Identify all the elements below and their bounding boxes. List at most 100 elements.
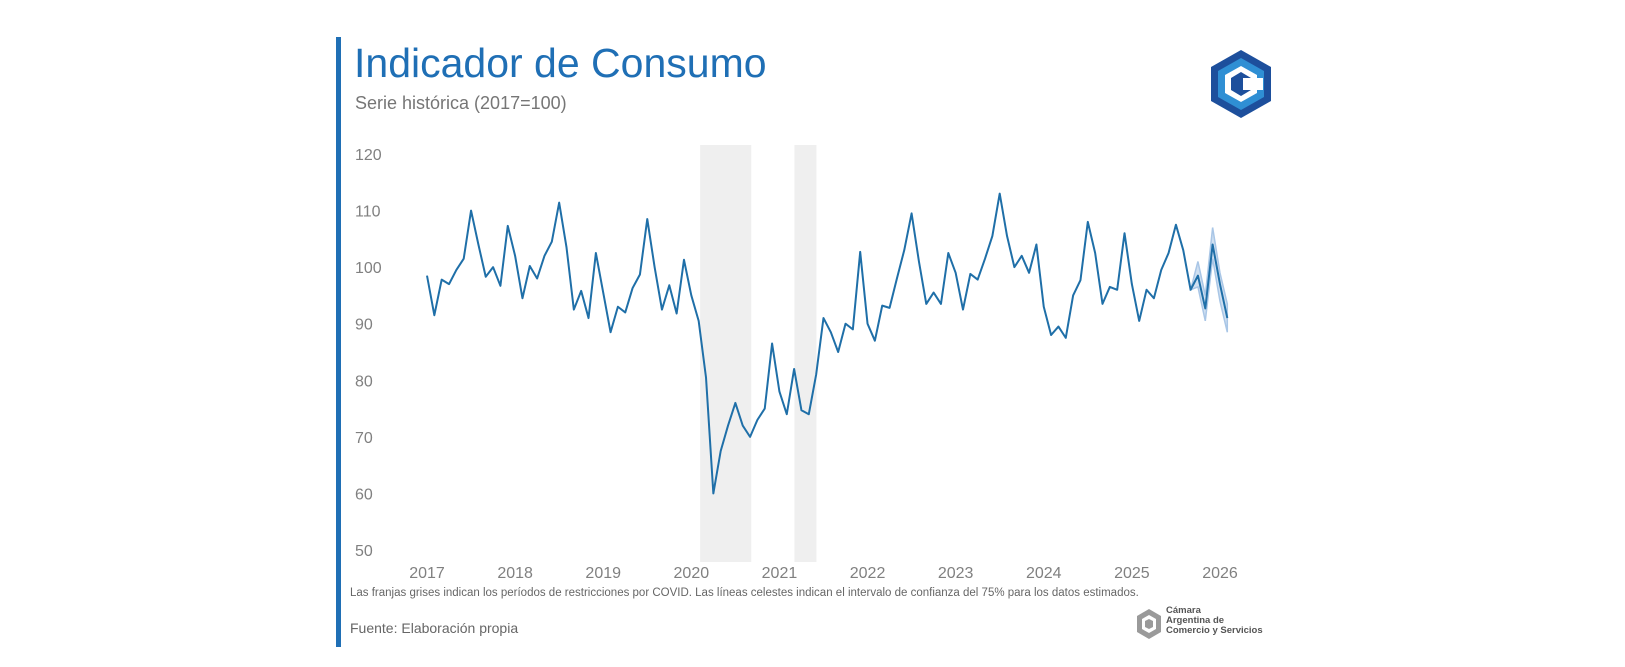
data-point [1050,334,1052,336]
series-line-consumo [426,192,1229,495]
data-point [837,351,839,353]
data-point [1079,279,1081,281]
data-point [1168,252,1170,254]
data-point [845,323,847,325]
x-tick-label: 2026 [1202,565,1238,582]
data-point [646,218,648,220]
data-point [1013,266,1015,268]
data-point [514,255,516,257]
data-point [771,343,773,345]
data-point [1138,320,1140,322]
data-point [1182,249,1184,251]
data-point [911,212,913,214]
y-tick-label: 100 [355,260,382,277]
data-point [955,272,957,274]
data-point [712,492,714,494]
data-point [485,276,487,278]
data-point [632,287,634,289]
x-tick-label: 2017 [409,565,445,582]
org-name-line2: Argentina de [1166,615,1225,626]
x-tick-label: 2018 [497,565,533,582]
data-point [859,251,861,253]
page-title: Indicador de Consumo [354,40,767,86]
data-point [1072,294,1074,296]
source-text: Fuente: Elaboración propia [350,620,519,636]
data-point [764,408,766,410]
data-point [499,285,501,287]
org-name: Cámara Argentina de Comercio y Servicios [1166,606,1263,636]
y-tick-label: 120 [355,147,382,164]
org-name-line3: Comercio y Servicios [1166,625,1263,636]
data-point [698,320,700,322]
data-point [977,279,979,281]
data-point [925,303,927,305]
data-point [999,193,1001,195]
data-point [947,252,949,254]
data-point [800,409,802,411]
data-point [793,368,795,370]
data-point [1043,306,1045,308]
data-point [786,413,788,415]
data-point [867,323,869,325]
x-tick-label: 2021 [762,565,798,582]
data-point [756,419,758,421]
data-point [573,309,575,311]
data-point [1035,244,1037,246]
data-point [536,277,538,279]
data-point [727,425,729,427]
data-point [918,260,920,262]
data-point [595,252,597,254]
data-point [705,376,707,378]
chart-footnote: Las franjas grises indican los períodos … [350,587,1139,599]
data-point [1146,289,1148,291]
data-point [566,246,568,248]
data-point [1175,224,1177,226]
data-point [1212,244,1214,246]
data-point [668,284,670,286]
data-point [1160,269,1162,271]
accent-bar [336,37,341,647]
data-point [610,331,612,333]
data-point [1057,326,1059,328]
data-point [969,273,971,275]
data-point [690,294,692,296]
data-point [896,277,898,279]
data-point [588,317,590,319]
data-point [529,265,531,267]
org-logo: Cámara Argentina de Comercio y Servicios [1136,606,1271,644]
covid-period-band-0 [700,145,752,562]
data-point [1094,252,1096,254]
data-point [654,266,656,268]
data-point [1109,286,1111,288]
data-point [1087,221,1089,223]
x-tick-label: 2022 [850,565,886,582]
data-point [426,275,428,277]
data-point [808,413,810,415]
y-tick-label: 90 [355,317,373,334]
data-point [543,255,545,257]
data-point [984,258,986,260]
data-point [683,259,685,261]
data-point [1153,297,1155,299]
data-point [1065,337,1067,339]
data-point [521,297,523,299]
data-point [1131,283,1133,285]
data-point [1124,232,1126,234]
data-point [1190,289,1192,291]
y-tick-label: 50 [355,543,373,560]
data-point [1028,272,1030,274]
org-name-line1: Cámara [1166,605,1201,616]
data-point [492,266,494,268]
x-tick-label: 2024 [1026,565,1062,582]
data-point [433,314,435,316]
data-point [822,317,824,319]
data-point [815,374,817,376]
data-point [1197,275,1199,277]
data-point [874,340,876,342]
data-point [580,290,582,292]
y-tick-label: 80 [355,373,373,390]
data-point [749,436,751,438]
data-point [639,273,641,275]
data-point [1021,255,1023,257]
